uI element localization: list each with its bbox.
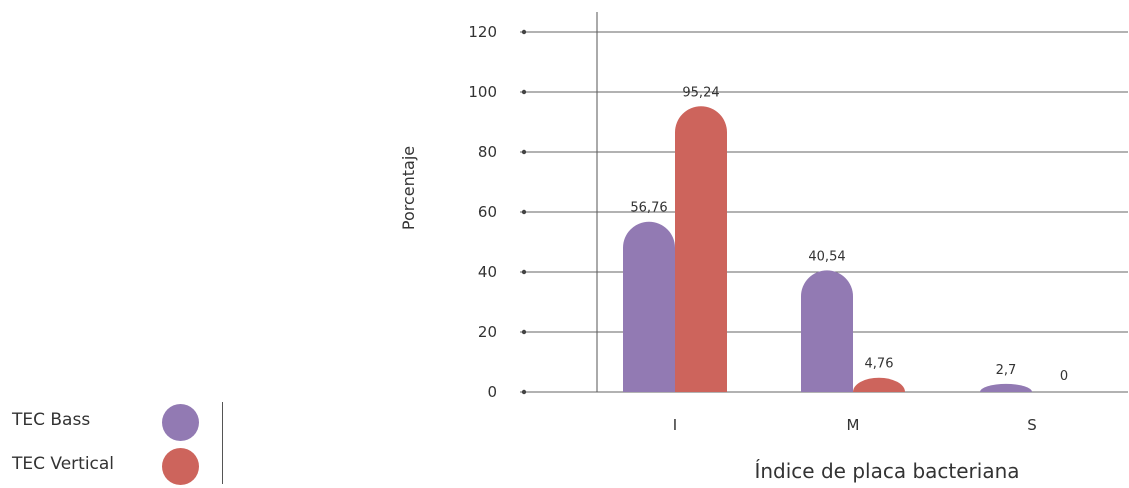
data-label: 95,24	[682, 85, 719, 100]
grid-tick-dot	[521, 149, 527, 155]
bars: 56,76 95,24 40,54 4,76 2,7 0	[623, 85, 1068, 392]
y-tick-label: 20	[478, 323, 497, 341]
data-label: 0	[1060, 369, 1068, 384]
grid-tick-dot	[521, 329, 527, 335]
data-label: 2,7	[996, 363, 1017, 378]
y-tick-label: 80	[478, 143, 497, 161]
data-label: 40,54	[808, 249, 845, 264]
bar-tec-vertical-i	[675, 106, 727, 392]
x-tick-label: I	[673, 416, 677, 434]
legend-item-tec-vertical: TEC Vertical	[12, 446, 222, 486]
bar-tec-bass-s	[980, 383, 1032, 392]
y-tick-label: 100	[468, 83, 497, 101]
y-tick-labels: 0 20 40 60 80 100 120	[468, 23, 497, 401]
grid-tick-dot	[521, 29, 527, 35]
x-axis-title: Índice de placa bacteriana	[754, 459, 1019, 483]
bar-tec-bass-i	[623, 221, 675, 392]
x-tick-label: S	[1027, 416, 1037, 434]
y-axis-title: Porcentaje	[399, 146, 418, 230]
bar-tec-vertical-m	[853, 377, 905, 392]
legend-label: TEC Vertical	[12, 454, 115, 474]
grid-tick-dot	[521, 269, 527, 275]
y-tick-label: 120	[468, 23, 497, 41]
data-label: 56,76	[630, 201, 667, 216]
legend: TEC Bass TEC Vertical	[12, 402, 232, 486]
legend-divider	[222, 402, 223, 484]
x-tick-label: M	[847, 416, 860, 434]
grid-tick-dot	[521, 209, 527, 215]
legend-item-tec-bass: TEC Bass	[12, 402, 222, 442]
bar-tec-bass-m	[801, 270, 853, 392]
y-tick-label: 40	[478, 263, 497, 281]
data-label: 4,76	[865, 357, 894, 372]
grid-tick-dot	[521, 89, 527, 95]
legend-swatch-red	[162, 448, 199, 485]
legend-label: TEC Bass	[12, 410, 91, 430]
y-tick-label: 0	[487, 383, 497, 401]
legend-swatch-purple	[162, 404, 199, 441]
grid-tick-dot	[521, 389, 527, 395]
y-tick-label: 60	[478, 203, 497, 221]
